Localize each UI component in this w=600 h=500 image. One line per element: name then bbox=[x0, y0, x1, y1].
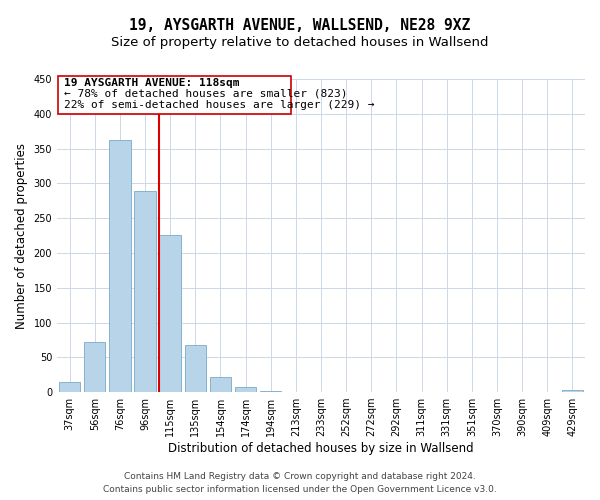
Text: Contains HM Land Registry data © Crown copyright and database right 2024.: Contains HM Land Registry data © Crown c… bbox=[124, 472, 476, 481]
Y-axis label: Number of detached properties: Number of detached properties bbox=[15, 142, 28, 328]
Bar bbox=[84, 342, 106, 392]
Text: ← 78% of detached houses are smaller (823): ← 78% of detached houses are smaller (82… bbox=[64, 89, 348, 99]
Bar bbox=[109, 140, 131, 392]
Bar bbox=[235, 387, 256, 392]
Bar bbox=[59, 382, 80, 392]
Text: 19, AYSGARTH AVENUE, WALLSEND, NE28 9XZ: 19, AYSGARTH AVENUE, WALLSEND, NE28 9XZ bbox=[130, 18, 470, 32]
Text: 19 AYSGARTH AVENUE: 118sqm: 19 AYSGARTH AVENUE: 118sqm bbox=[64, 78, 240, 88]
Bar bbox=[185, 345, 206, 392]
Text: Contains public sector information licensed under the Open Government Licence v3: Contains public sector information licen… bbox=[103, 485, 497, 494]
Bar bbox=[210, 377, 231, 392]
Bar bbox=[134, 191, 156, 392]
Bar bbox=[260, 390, 281, 392]
Text: 22% of semi-detached houses are larger (229) →: 22% of semi-detached houses are larger (… bbox=[64, 100, 375, 110]
Text: Size of property relative to detached houses in Wallsend: Size of property relative to detached ho… bbox=[111, 36, 489, 49]
Bar bbox=[160, 235, 181, 392]
Bar bbox=[562, 390, 583, 392]
X-axis label: Distribution of detached houses by size in Wallsend: Distribution of detached houses by size … bbox=[168, 442, 474, 455]
